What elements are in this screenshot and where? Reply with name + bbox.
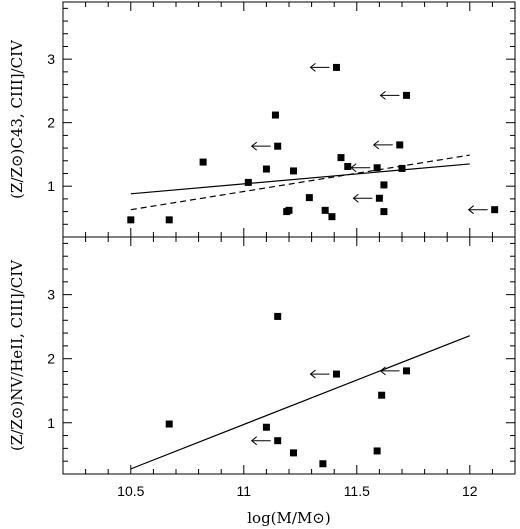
data-point	[403, 91, 411, 99]
x-axis-label: log(M/M⊙)	[247, 509, 330, 527]
data-point	[274, 312, 282, 320]
data-point	[332, 63, 340, 71]
data-point	[262, 423, 270, 431]
data-point	[380, 181, 388, 189]
upper-limit-arrow	[372, 140, 393, 150]
data-point	[380, 208, 388, 216]
data-point	[165, 216, 173, 224]
bottom-panel: 1 2 3 (Z/Z⊙)NV/HeII, CIII]/CIV	[8, 236, 516, 475]
data-point	[373, 447, 381, 455]
x-tick-label: 12	[462, 483, 478, 499]
top-panel: 1 2 3 (Z/Z⊙)C43, CIII]/CIV	[8, 1, 516, 238]
solid-fit-line	[130, 335, 471, 470]
data-point	[274, 437, 282, 445]
y-tick-label: 1	[47, 415, 55, 431]
data-point	[244, 178, 252, 186]
upper-limit-arrow	[352, 193, 373, 203]
y-axis-label: (Z/Z⊙)C43, CIII]/CIV	[8, 39, 26, 199]
x-tick-label: 10.5	[117, 483, 144, 499]
data-point	[337, 154, 345, 162]
upper-limit-arrow	[379, 90, 400, 100]
top-panel-frame	[62, 1, 516, 238]
data-point	[274, 142, 282, 150]
upper-limit-arrow	[467, 205, 488, 215]
data-point	[378, 391, 386, 399]
data-point	[319, 460, 327, 468]
data-point	[344, 163, 352, 170]
y-tick-label: 2	[47, 115, 55, 131]
y-tick-label: 3	[47, 51, 55, 67]
data-point	[165, 420, 173, 428]
data-point	[375, 194, 383, 202]
data-point	[271, 111, 279, 119]
bottom-panel-frame	[62, 236, 516, 475]
data-point	[290, 449, 298, 457]
upper-limit-arrow	[379, 366, 400, 376]
data-point	[262, 165, 270, 173]
x-tick-label: 11	[237, 483, 252, 499]
data-point	[491, 206, 499, 214]
data-point	[127, 216, 135, 224]
y-axis-label: (Z/Z⊙)NV/HeII, CIII]/CIV	[8, 259, 26, 451]
upper-limit-arrow	[309, 369, 330, 379]
solid-fit-line	[130, 163, 470, 195]
y-tick-label: 2	[47, 351, 55, 367]
data-point	[373, 164, 381, 172]
data-point	[332, 370, 340, 378]
upper-limit-arrow	[250, 436, 271, 446]
data-point	[321, 206, 329, 214]
data-point	[403, 367, 411, 375]
y-tick-label: 1	[47, 178, 55, 194]
data-point	[396, 141, 404, 149]
data-point	[398, 164, 406, 172]
upper-limit-arrow	[350, 163, 371, 173]
x-tick-label: 11.5	[344, 483, 370, 499]
x-axis: 10.5 11 11.5 12 log(M/M⊙)	[117, 483, 478, 527]
upper-limit-arrow	[309, 63, 330, 72]
data-point	[199, 158, 207, 166]
data-point	[328, 213, 336, 221]
data-point	[285, 206, 293, 214]
upper-limit-arrow	[250, 141, 271, 151]
data-point	[290, 167, 298, 175]
y-tick-label: 3	[47, 287, 55, 303]
dashed-fit-line	[130, 154, 470, 211]
data-point	[305, 194, 313, 202]
